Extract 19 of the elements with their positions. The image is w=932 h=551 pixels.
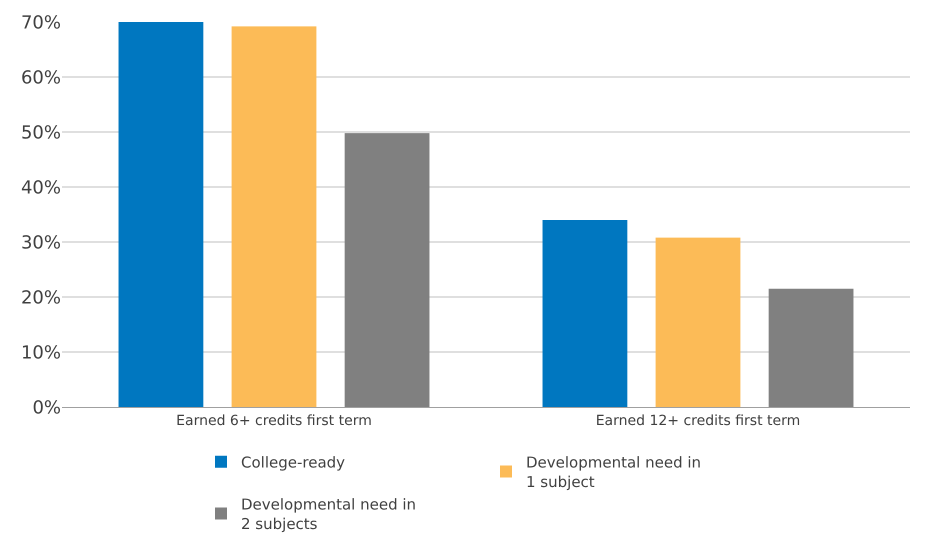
- bar: [118, 22, 204, 407]
- y-tick-label: 30%: [20, 232, 61, 254]
- y-tick-label: 40%: [20, 177, 61, 198]
- y-tick-label: 20%: [20, 287, 61, 308]
- legend-label: Developmental need in 2 subjects: [241, 496, 416, 534]
- y-tick-label: 50%: [20, 122, 61, 144]
- y-tick-label: 10%: [20, 342, 61, 364]
- x-tick-label: Earned 6+ credits first term: [176, 412, 372, 429]
- bar: [344, 133, 430, 407]
- x-tick-label: Earned 12+ credits first term: [596, 412, 800, 429]
- legend-label: Developmental need in 1 subject: [526, 454, 702, 492]
- legend-label: College-ready: [241, 454, 346, 472]
- bar: [768, 288, 854, 407]
- bar: [232, 26, 316, 407]
- bar: [656, 238, 740, 407]
- bar: [542, 220, 628, 407]
- y-tick-label: 0%: [32, 397, 61, 418]
- y-tick-label: 60%: [20, 67, 61, 88]
- y-tick-label: 70%: [20, 12, 61, 34]
